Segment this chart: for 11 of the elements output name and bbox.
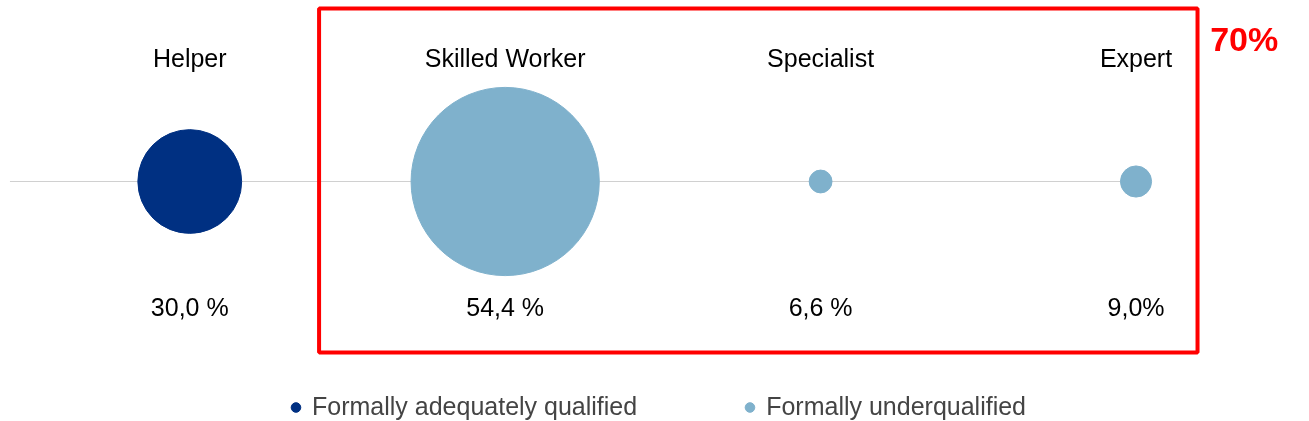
- legend-label: Formally underqualified: [766, 392, 1027, 421]
- legend-label: Formally adequately qualified: [311, 392, 638, 421]
- data-label: 30,0 %: [150, 292, 229, 321]
- data-label: 54,4 %: [466, 292, 545, 321]
- category-label: Specialist: [767, 43, 875, 72]
- category-label: Skilled Worker: [424, 43, 586, 72]
- category-label: Expert: [1099, 43, 1173, 72]
- data-label: 6,6 %: [788, 292, 853, 321]
- data-label: 9,0%: [1107, 292, 1165, 321]
- text: 70%: [1210, 19, 1279, 58]
- category-label: Helper: [152, 43, 227, 72]
